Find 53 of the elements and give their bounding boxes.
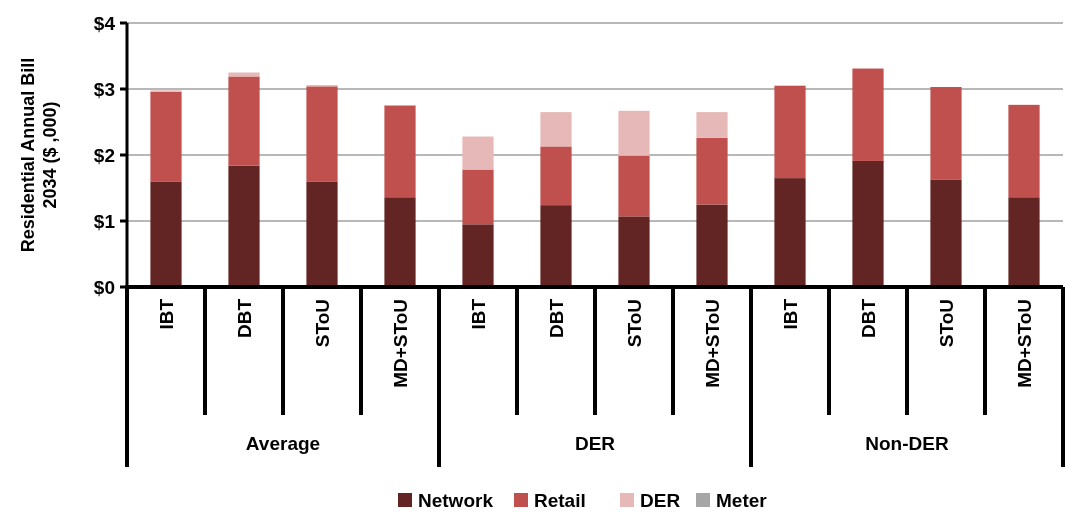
text: Non-DER — [865, 433, 949, 454]
bar — [150, 91, 182, 182]
legend-label: Network — [418, 489, 494, 511]
bar — [150, 181, 182, 287]
x-tick-label: DBT — [545, 298, 567, 339]
bar — [384, 105, 416, 198]
y-tick-label: $2 — [93, 144, 115, 166]
bar — [618, 155, 650, 217]
legend-label: Retail — [534, 489, 586, 511]
legend-label: DER — [640, 489, 681, 511]
text: Average — [245, 433, 321, 454]
x-tick-label: IBT — [155, 298, 177, 330]
x-tick-label: SToU — [935, 299, 957, 348]
bar — [462, 169, 494, 225]
bar — [696, 112, 728, 138]
bar — [540, 205, 572, 287]
x-tick-label: MD+SToU — [701, 299, 723, 388]
bar — [618, 110, 650, 156]
bar — [462, 136, 494, 170]
bar — [306, 181, 338, 287]
bar — [696, 137, 728, 205]
bar — [540, 112, 572, 147]
y-tick-label: $0 — [93, 276, 115, 298]
text: DER — [574, 433, 616, 454]
bar — [1008, 197, 1040, 287]
y-tick-label: $1 — [93, 210, 116, 232]
bar — [1008, 104, 1040, 198]
x-tick-label: DBT — [233, 298, 255, 339]
bar — [228, 76, 260, 166]
bar — [852, 68, 884, 161]
x-tick-label: IBT — [467, 298, 489, 330]
x-tick-label: MD+SToU — [389, 299, 411, 388]
x-tick-label: MD+SToU — [1013, 299, 1035, 388]
bar — [696, 204, 728, 287]
bar — [774, 85, 806, 179]
bar — [852, 160, 884, 287]
x-tick-label: IBT — [779, 298, 801, 330]
y-tick-label: $4 — [93, 12, 116, 34]
bar — [774, 178, 806, 287]
x-tick-label: SToU — [311, 299, 333, 348]
y-axis-title: Residential Annual Bill 2034 ($ ,000) — [18, 57, 60, 253]
bar — [618, 216, 650, 287]
bar — [462, 224, 494, 287]
legend-label: Meter — [716, 489, 768, 511]
bar — [228, 165, 260, 287]
bar — [930, 179, 962, 287]
bar — [540, 146, 572, 206]
x-tick-label: SToU — [623, 299, 645, 348]
x-tick-label: DBT — [857, 298, 879, 339]
bar — [384, 197, 416, 287]
bar — [930, 87, 962, 180]
bar — [306, 86, 338, 182]
y-tick-label: $3 — [93, 78, 115, 100]
